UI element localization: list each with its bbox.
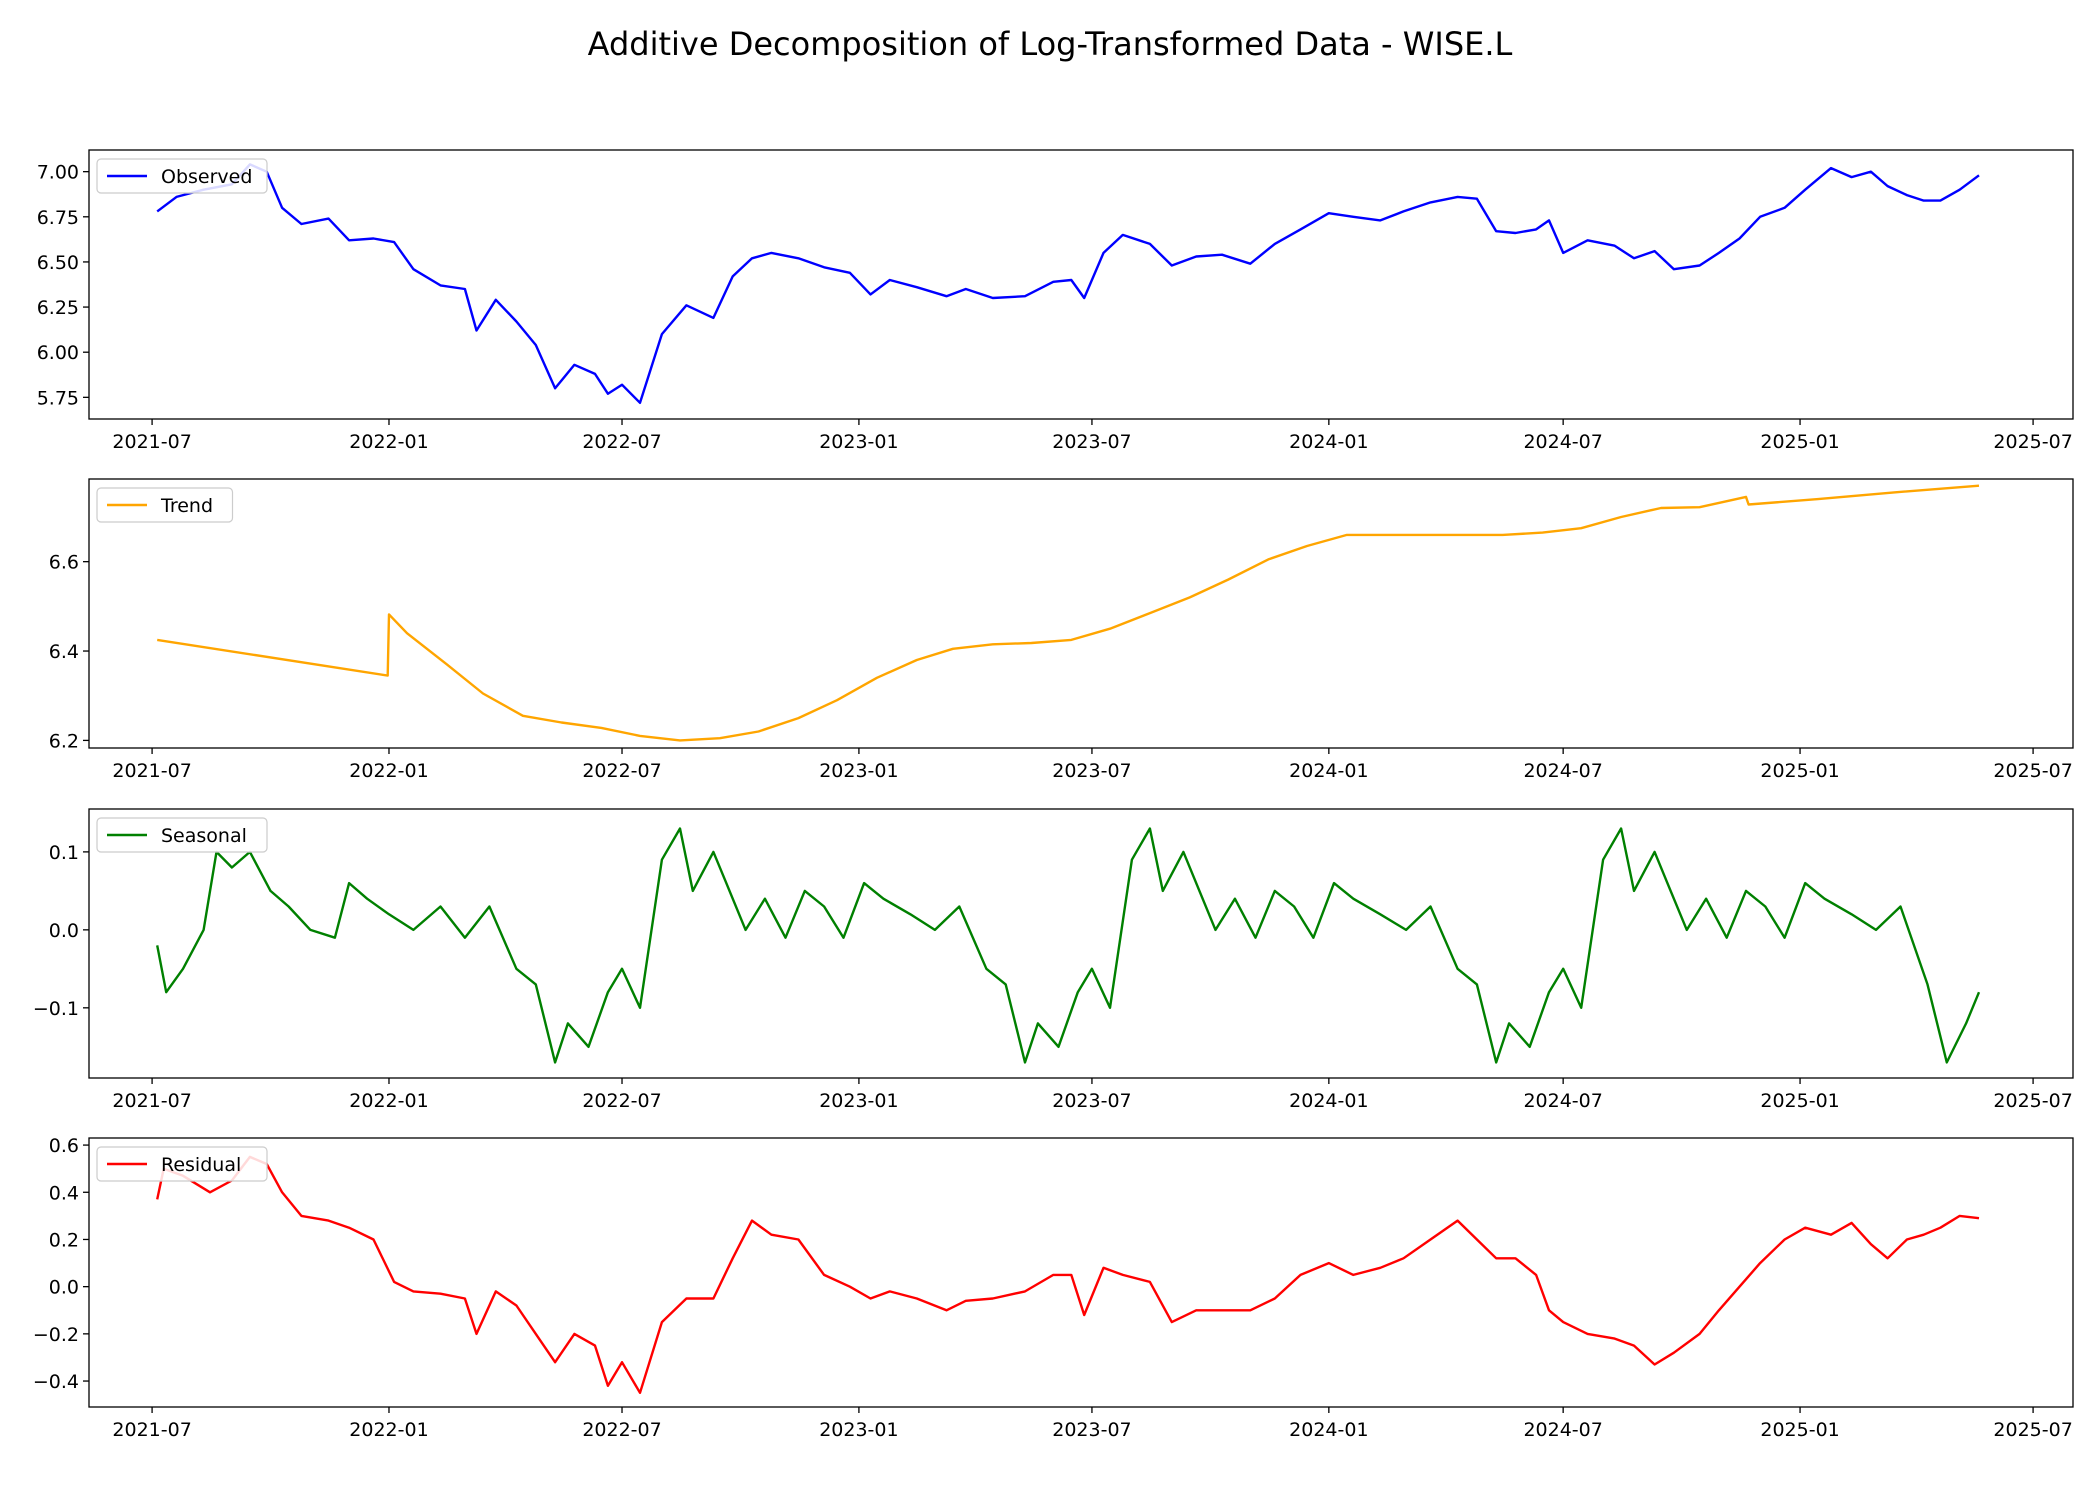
observed-y-tick-label: 6.25: [37, 297, 79, 319]
residual-y-tick-label: −0.2: [33, 1324, 79, 1346]
residual-x-tick-label: 2025-07: [1993, 1419, 2072, 1441]
observed-y-tick-label: 6.75: [37, 207, 79, 229]
trend-y-tick-label: 6.4: [49, 641, 79, 663]
seasonal-y-tick-label: 0.0: [49, 920, 79, 942]
trend-panel: 6.2 6.4 6.6 2021-07 2022-01 2022-07 2023-01 202…: [49, 478, 2074, 782]
residual-y-tick-label: 0.2: [49, 1229, 79, 1251]
observed-x-tick-label: 2025-07: [1993, 431, 2072, 453]
seasonal-x-tick-label: 2024-01: [1289, 1090, 1368, 1112]
trend-legend-box: [96, 487, 234, 523]
trend-x-tick-label: 2022-01: [349, 760, 428, 782]
trend-axes-frame: [88, 478, 2074, 749]
residual-legend-box: [96, 1146, 268, 1182]
residual-x-tick-label: 2022-01: [349, 1419, 428, 1441]
trend-x-tick-label: 2023-07: [1052, 760, 1131, 782]
residual-x-tick-label: 2024-01: [1289, 1419, 1368, 1441]
observed-y-tick-label: 6.50: [37, 252, 79, 274]
observed-panel: 5.75 6.00 6.25 6.50 6.75 7.00 2021-07 2022-01 20…: [37, 149, 2074, 453]
residual-y-tick-label: 0.0: [49, 1277, 79, 1299]
trend-x-tick-label: 2025-01: [1760, 760, 1839, 782]
trend-x-tick-label: 2024-07: [1523, 760, 1602, 782]
figure-title: Additive Decomposition of Log-Transforme…: [588, 25, 1513, 63]
residual-axes-frame: [88, 1137, 2074, 1408]
seasonal-x-tick-label: 2025-07: [1993, 1090, 2072, 1112]
seasonal-x-tick-label: 2022-07: [582, 1090, 661, 1112]
trend-x-tick-label: 2021-07: [112, 760, 191, 782]
seasonal-x-tick-label: 2022-01: [349, 1090, 428, 1112]
observed-y-tick-label: 5.75: [37, 387, 79, 409]
seasonal-x-tick-label: 2025-01: [1760, 1090, 1839, 1112]
observed-x-tick-label: 2021-07: [112, 431, 191, 453]
observed-x-tick-label: 2022-01: [349, 431, 428, 453]
residual-legend-label: Residual: [161, 1154, 241, 1176]
observed-x-tick-label: 2023-01: [819, 431, 898, 453]
observed-x-tick-label: 2025-01: [1760, 431, 1839, 453]
observed-y-tick-label: 6.00: [37, 342, 79, 364]
observed-x-tick-label: 2024-07: [1523, 431, 1602, 453]
residual-x-tick-label: 2023-01: [819, 1419, 898, 1441]
residual-y-tick-label: 0.4: [49, 1182, 79, 1204]
observed-series-line: [156, 163, 1980, 404]
seasonal-y-tick-label: 0.1: [49, 842, 79, 864]
seasonal-legend-label: Seasonal: [161, 825, 247, 847]
observed-x-tick-label: 2022-07: [582, 431, 661, 453]
seasonal-series-line: [156, 827, 1981, 1064]
residual-series-line: [156, 1155, 1980, 1395]
seasonal-panel: −0.1 0.0 0.1 2021-07 2022-01 2022-07 2023-01 20…: [33, 808, 2074, 1112]
seasonal-x-tick-label: 2023-07: [1052, 1090, 1131, 1112]
trend-x-tick-label: 2023-01: [819, 760, 898, 782]
residual-panel: −0.4 −0.2 0.0 0.2 0.4 0.6 2021-07 2022-01 2022-0…: [33, 1135, 2074, 1441]
observed-legend-label: Observed: [161, 166, 252, 188]
observed-axes-frame: [88, 149, 2074, 420]
trend-y-tick-label: 6.6: [49, 552, 79, 574]
trend-x-tick-label: 2025-07: [1993, 760, 2072, 782]
residual-x-tick-label: 2022-07: [582, 1419, 661, 1441]
seasonal-x-tick-label: 2021-07: [112, 1090, 191, 1112]
residual-x-tick-label: 2021-07: [112, 1419, 191, 1441]
trend-series-line: [157, 484, 1980, 742]
observed-x-tick-label: 2023-07: [1052, 431, 1131, 453]
seasonal-x-tick-label: 2023-01: [819, 1090, 898, 1112]
seasonal-legend-box: [96, 817, 268, 853]
residual-x-tick-label: 2025-01: [1760, 1419, 1839, 1441]
trend-x-tick-label: 2022-07: [582, 760, 661, 782]
residual-x-tick-label: 2023-07: [1052, 1419, 1131, 1441]
residual-y-tick-label: −0.4: [33, 1371, 79, 1393]
seasonal-y-tick-label: −0.1: [33, 998, 79, 1020]
trend-x-tick-label: 2024-01: [1289, 760, 1368, 782]
observed-x-tick-label: 2024-01: [1289, 431, 1368, 453]
residual-x-tick-label: 2024-07: [1523, 1419, 1602, 1441]
observed-legend-box: [96, 158, 268, 194]
trend-legend-label: Trend: [160, 495, 213, 517]
trend-y-tick-label: 6.2: [49, 730, 79, 752]
observed-y-tick-label: 7.00: [37, 162, 79, 184]
seasonal-x-tick-label: 2024-07: [1523, 1090, 1602, 1112]
seasonal-axes-frame: [88, 808, 2074, 1079]
residual-y-tick-label: 0.6: [49, 1135, 79, 1157]
